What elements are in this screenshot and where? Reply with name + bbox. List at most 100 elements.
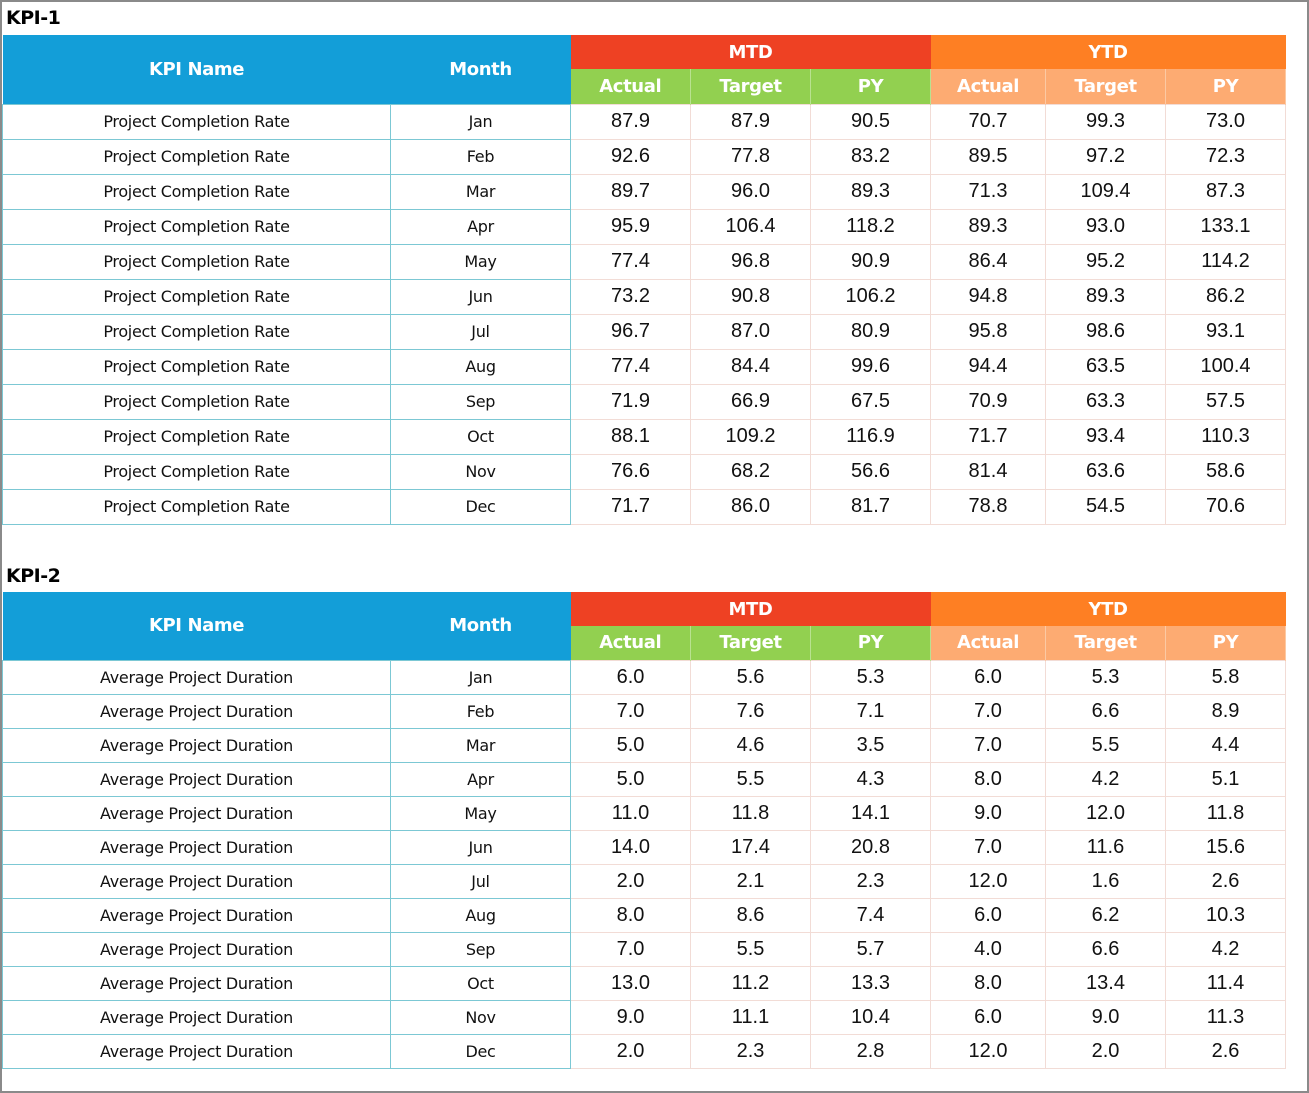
ytd-actual-cell[interactable]: 9.0 bbox=[930, 795, 1047, 831]
ytd-actual-cell[interactable]: 8.0 bbox=[930, 761, 1047, 797]
mtd-target-cell[interactable]: 86.0 bbox=[690, 488, 811, 525]
ytd-py-cell[interactable]: 110.3 bbox=[1165, 418, 1287, 455]
ytd-actual-cell[interactable]: 89.3 bbox=[930, 208, 1047, 245]
month-cell[interactable]: Jul bbox=[390, 313, 571, 350]
kpi-name-cell[interactable]: Average Project Duration bbox=[2, 863, 391, 899]
month-cell[interactable]: Oct bbox=[390, 418, 571, 455]
ytd-target-cell[interactable]: 109.4 bbox=[1045, 173, 1167, 210]
mtd-actual-cell[interactable]: 95.9 bbox=[570, 208, 691, 245]
ytd-py-cell[interactable]: 57.5 bbox=[1165, 383, 1287, 420]
mtd-actual-cell[interactable]: 9.0 bbox=[570, 999, 691, 1035]
mtd-target-cell[interactable]: 109.2 bbox=[690, 418, 811, 455]
month-cell[interactable]: Apr bbox=[390, 208, 571, 245]
mtd-target-cell[interactable]: 11.1 bbox=[690, 999, 811, 1035]
ytd-target-cell[interactable]: 93.0 bbox=[1045, 208, 1167, 245]
mtd-actual-cell[interactable]: 2.0 bbox=[570, 1033, 691, 1069]
ytd-target-cell[interactable]: 95.2 bbox=[1045, 243, 1167, 280]
ytd-actual-cell[interactable]: 95.8 bbox=[930, 313, 1047, 350]
month-cell[interactable]: Jun bbox=[390, 278, 571, 315]
kpi-name-cell[interactable]: Project Completion Rate bbox=[2, 418, 391, 455]
mtd-py-cell[interactable]: 14.1 bbox=[809, 795, 932, 831]
mtd-target-cell[interactable]: 5.6 bbox=[690, 659, 811, 695]
ytd-actual-cell[interactable]: 7.0 bbox=[930, 727, 1047, 763]
ytd-py-cell[interactable]: 2.6 bbox=[1165, 863, 1287, 899]
ytd-py-cell[interactable]: 86.2 bbox=[1165, 278, 1287, 315]
ytd-actual-cell[interactable]: 6.0 bbox=[930, 659, 1047, 695]
month-cell[interactable]: Dec bbox=[390, 488, 571, 525]
ytd-py-cell[interactable]: 15.6 bbox=[1165, 829, 1287, 865]
kpi-name-cell[interactable]: Project Completion Rate bbox=[2, 348, 391, 385]
kpi-name-cell[interactable]: Project Completion Rate bbox=[2, 453, 391, 490]
mtd-actual-cell[interactable]: 77.4 bbox=[570, 348, 691, 385]
mtd-py-cell[interactable]: 4.3 bbox=[809, 761, 932, 797]
ytd-target-cell[interactable]: 5.3 bbox=[1045, 659, 1167, 695]
kpi-name-cell[interactable]: Project Completion Rate bbox=[2, 103, 391, 140]
ytd-actual-cell[interactable]: 12.0 bbox=[930, 863, 1047, 899]
ytd-py-cell[interactable]: 8.9 bbox=[1165, 693, 1287, 729]
ytd-target-cell[interactable]: 98.6 bbox=[1045, 313, 1167, 350]
ytd-target-cell[interactable]: 93.4 bbox=[1045, 418, 1167, 455]
month-cell[interactable]: Jun bbox=[390, 829, 571, 865]
ytd-target-cell[interactable]: 6.6 bbox=[1045, 931, 1167, 967]
mtd-py-cell[interactable]: 20.8 bbox=[809, 829, 932, 865]
ytd-py-cell[interactable]: 73.0 bbox=[1165, 103, 1287, 140]
mtd-py-cell[interactable]: 106.2 bbox=[809, 278, 932, 315]
ytd-target-cell[interactable]: 63.5 bbox=[1045, 348, 1167, 385]
ytd-target-cell[interactable]: 63.6 bbox=[1045, 453, 1167, 490]
month-cell[interactable]: Aug bbox=[390, 348, 571, 385]
ytd-target-cell[interactable]: 89.3 bbox=[1045, 278, 1167, 315]
mtd-py-cell[interactable]: 67.5 bbox=[809, 383, 932, 420]
mtd-py-cell[interactable]: 2.3 bbox=[809, 863, 932, 899]
month-cell[interactable]: May bbox=[390, 795, 571, 831]
ytd-target-cell[interactable]: 63.3 bbox=[1045, 383, 1167, 420]
month-cell[interactable]: Dec bbox=[390, 1033, 571, 1069]
mtd-py-cell[interactable]: 83.2 bbox=[809, 138, 932, 175]
ytd-py-cell[interactable]: 5.8 bbox=[1165, 659, 1287, 695]
kpi-name-cell[interactable]: Average Project Duration bbox=[2, 727, 391, 763]
mtd-target-cell[interactable]: 77.8 bbox=[690, 138, 811, 175]
ytd-py-cell[interactable]: 93.1 bbox=[1165, 313, 1287, 350]
ytd-actual-cell[interactable]: 81.4 bbox=[930, 453, 1047, 490]
month-cell[interactable]: Jan bbox=[390, 659, 571, 695]
month-cell[interactable]: Mar bbox=[390, 727, 571, 763]
kpi-name-cell[interactable]: Average Project Duration bbox=[2, 897, 391, 933]
mtd-target-cell[interactable]: 8.6 bbox=[690, 897, 811, 933]
ytd-py-cell[interactable]: 133.1 bbox=[1165, 208, 1287, 245]
mtd-py-cell[interactable]: 10.4 bbox=[809, 999, 932, 1035]
mtd-target-cell[interactable]: 7.6 bbox=[690, 693, 811, 729]
ytd-py-cell[interactable]: 100.4 bbox=[1165, 348, 1287, 385]
ytd-target-cell[interactable]: 97.2 bbox=[1045, 138, 1167, 175]
ytd-py-cell[interactable]: 72.3 bbox=[1165, 138, 1287, 175]
month-cell[interactable]: Oct bbox=[390, 965, 571, 1001]
month-cell[interactable]: Jan bbox=[390, 103, 571, 140]
ytd-target-cell[interactable]: 11.6 bbox=[1045, 829, 1167, 865]
mtd-target-cell[interactable]: 66.9 bbox=[690, 383, 811, 420]
kpi-name-cell[interactable]: Average Project Duration bbox=[2, 795, 391, 831]
month-cell[interactable]: Apr bbox=[390, 761, 571, 797]
mtd-target-cell[interactable]: 96.8 bbox=[690, 243, 811, 280]
mtd-actual-cell[interactable]: 87.9 bbox=[570, 103, 691, 140]
ytd-py-cell[interactable]: 10.3 bbox=[1165, 897, 1287, 933]
mtd-actual-cell[interactable]: 5.0 bbox=[570, 727, 691, 763]
ytd-target-cell[interactable]: 9.0 bbox=[1045, 999, 1167, 1035]
mtd-py-cell[interactable]: 99.6 bbox=[809, 348, 932, 385]
ytd-actual-cell[interactable]: 7.0 bbox=[930, 829, 1047, 865]
mtd-actual-cell[interactable]: 89.7 bbox=[570, 173, 691, 210]
ytd-target-cell[interactable]: 54.5 bbox=[1045, 488, 1167, 525]
ytd-actual-cell[interactable]: 6.0 bbox=[930, 897, 1047, 933]
mtd-actual-cell[interactable]: 7.0 bbox=[570, 931, 691, 967]
kpi-name-cell[interactable]: Average Project Duration bbox=[2, 829, 391, 865]
month-cell[interactable]: May bbox=[390, 243, 571, 280]
ytd-target-cell[interactable]: 5.5 bbox=[1045, 727, 1167, 763]
mtd-py-cell[interactable]: 2.8 bbox=[809, 1033, 932, 1069]
ytd-actual-cell[interactable]: 94.4 bbox=[930, 348, 1047, 385]
mtd-target-cell[interactable]: 106.4 bbox=[690, 208, 811, 245]
kpi-name-cell[interactable]: Project Completion Rate bbox=[2, 173, 391, 210]
mtd-target-cell[interactable]: 96.0 bbox=[690, 173, 811, 210]
mtd-target-cell[interactable]: 17.4 bbox=[690, 829, 811, 865]
mtd-actual-cell[interactable]: 2.0 bbox=[570, 863, 691, 899]
mtd-actual-cell[interactable]: 92.6 bbox=[570, 138, 691, 175]
mtd-actual-cell[interactable]: 6.0 bbox=[570, 659, 691, 695]
mtd-target-cell[interactable]: 5.5 bbox=[690, 761, 811, 797]
ytd-py-cell[interactable]: 4.4 bbox=[1165, 727, 1287, 763]
